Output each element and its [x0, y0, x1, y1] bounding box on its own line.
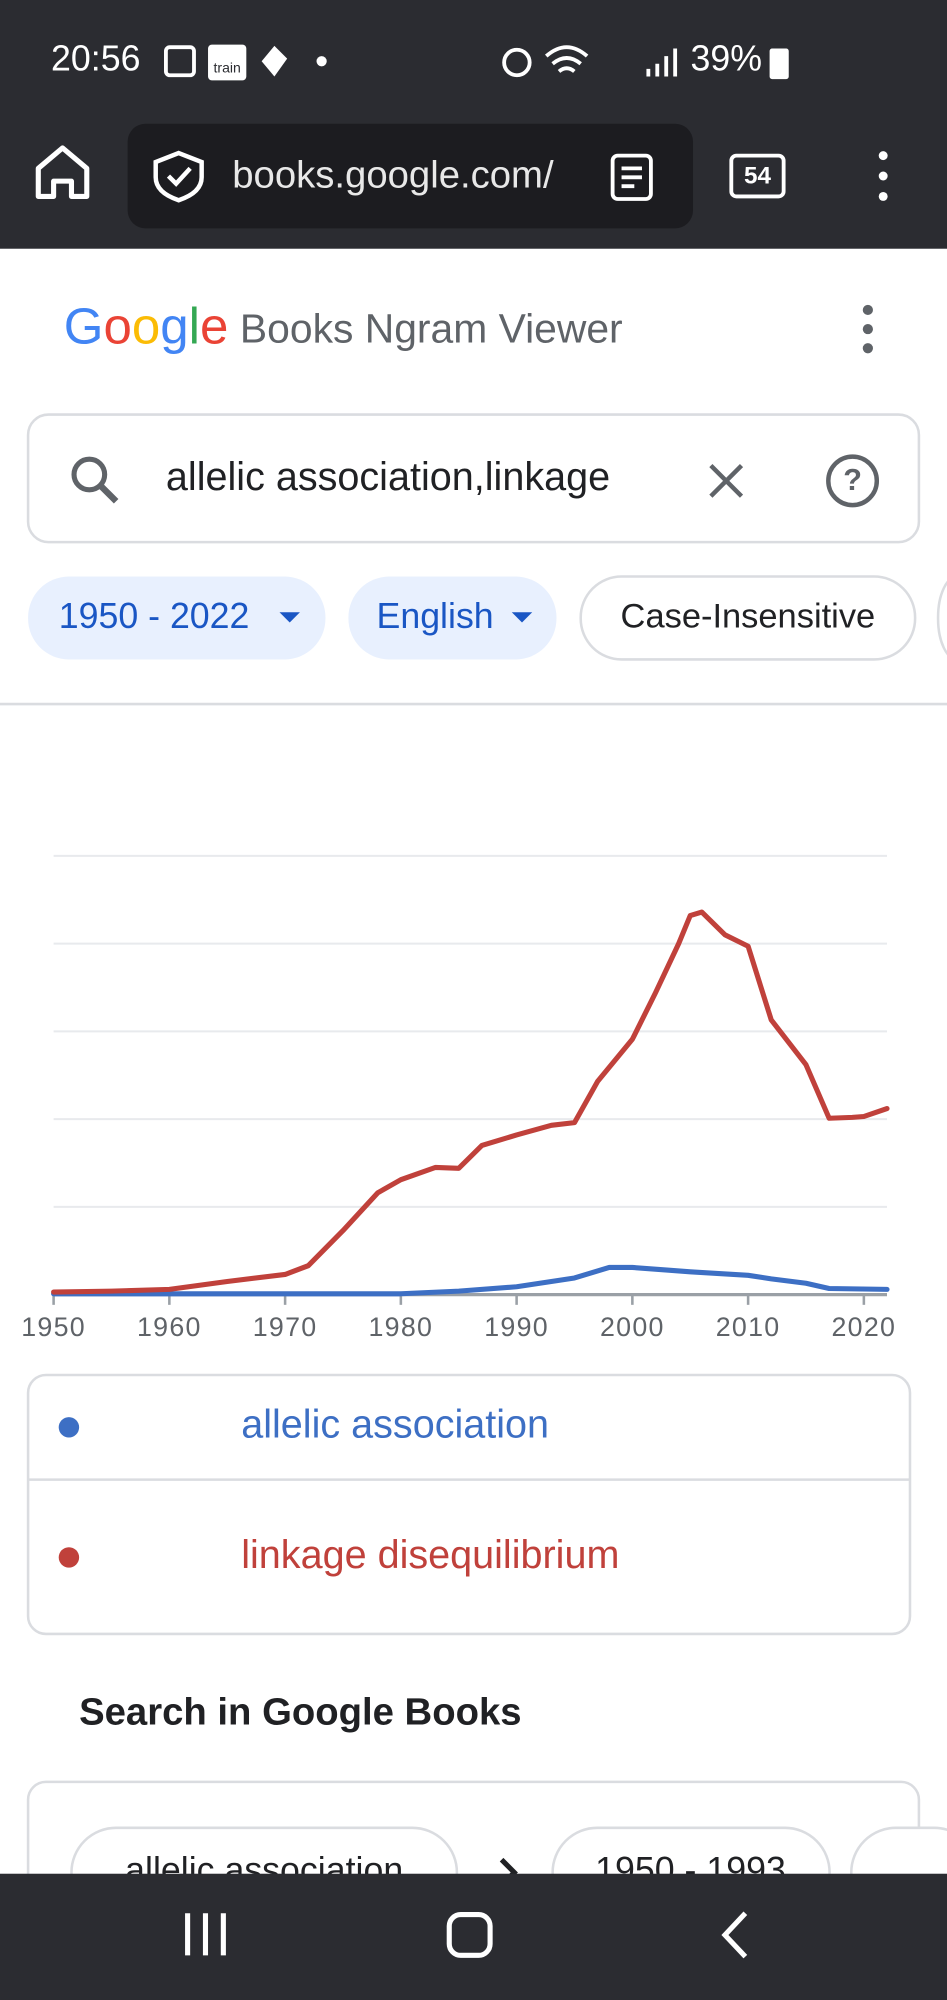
search-box[interactable] [26, 413, 921, 544]
language-text[interactable]: English [377, 596, 494, 636]
back-button[interactable] [721, 1911, 748, 1959]
language-chip[interactable] [348, 576, 557, 660]
dropdown-arrow [511, 612, 533, 623]
url-text[interactable]: books.google.com/ [232, 153, 554, 196]
legend-dot [58, 1417, 80, 1438]
x-tick-label: 1950 [21, 1312, 86, 1342]
tabs-button[interactable] [729, 153, 786, 199]
series-line [51, 909, 890, 1295]
browser-menu[interactable] [878, 151, 888, 201]
recents-button[interactable] [185, 1913, 226, 1956]
section-heading: Search in Google Books [79, 1690, 521, 1733]
x-tick-label: 1980 [369, 1312, 434, 1342]
google-logo: Google [64, 298, 229, 355]
case-chip[interactable] [579, 575, 917, 661]
notification-icon [261, 45, 288, 77]
dot [316, 56, 327, 67]
page-menu[interactable] [862, 304, 873, 354]
x-tick-label: 1990 [484, 1312, 549, 1342]
app-title: Books Ngram Viewer [240, 305, 623, 351]
battery-icon [769, 48, 789, 80]
x-tick-label: 2020 [832, 1312, 897, 1342]
signal-icon [646, 48, 678, 77]
x-tick-label: 1970 [253, 1312, 318, 1342]
wifi-icon [544, 45, 589, 73]
battery-text: 39% [690, 39, 762, 79]
home-nav-button[interactable] [446, 1911, 493, 1958]
reader-lines [621, 166, 642, 189]
x-tick-label: 2000 [600, 1312, 665, 1342]
legend-dot [58, 1547, 80, 1568]
gallery-icon [164, 45, 196, 78]
status-time: 20:56 [51, 39, 140, 79]
year-range-chip[interactable] [28, 576, 326, 660]
search-icon-handle [98, 483, 119, 504]
url-bar[interactable] [127, 123, 694, 229]
chart: 1950 1960 1970 1980 1990 2000 2010 2020 [21, 854, 897, 1342]
alarm-icon [502, 47, 532, 78]
legend-label[interactable]: allelic association [241, 1403, 549, 1447]
home-button[interactable] [35, 145, 90, 199]
tab-count[interactable]: 54 [744, 163, 771, 190]
security-icon[interactable] [153, 150, 204, 203]
app-icon-label: train [214, 60, 241, 76]
search-icon [71, 456, 108, 493]
series-line [51, 1264, 890, 1297]
case-text[interactable]: Case-Insensitive [621, 598, 876, 636]
app-icon [208, 44, 247, 81]
legend-box [26, 1373, 912, 1636]
nav-bar [0, 1873, 947, 2000]
x-tick-label: 2010 [716, 1312, 781, 1342]
year-range-text[interactable]: 1950 - 2022 [59, 596, 250, 636]
help-button[interactable] [826, 454, 880, 508]
help-glyph: ? [843, 463, 862, 497]
legend: allelic association linkage disequilibriu… [58, 1403, 619, 1577]
clear-button[interactable] [709, 463, 744, 498]
reader-button[interactable] [610, 153, 653, 201]
dropdown-arrow [279, 612, 300, 623]
search-query[interactable]: allelic association,linkage [166, 455, 610, 499]
more-chip[interactable] [936, 577, 947, 660]
x-tick-label: 1960 [137, 1312, 202, 1342]
legend-label[interactable]: linkage disequilibrium [241, 1533, 619, 1577]
